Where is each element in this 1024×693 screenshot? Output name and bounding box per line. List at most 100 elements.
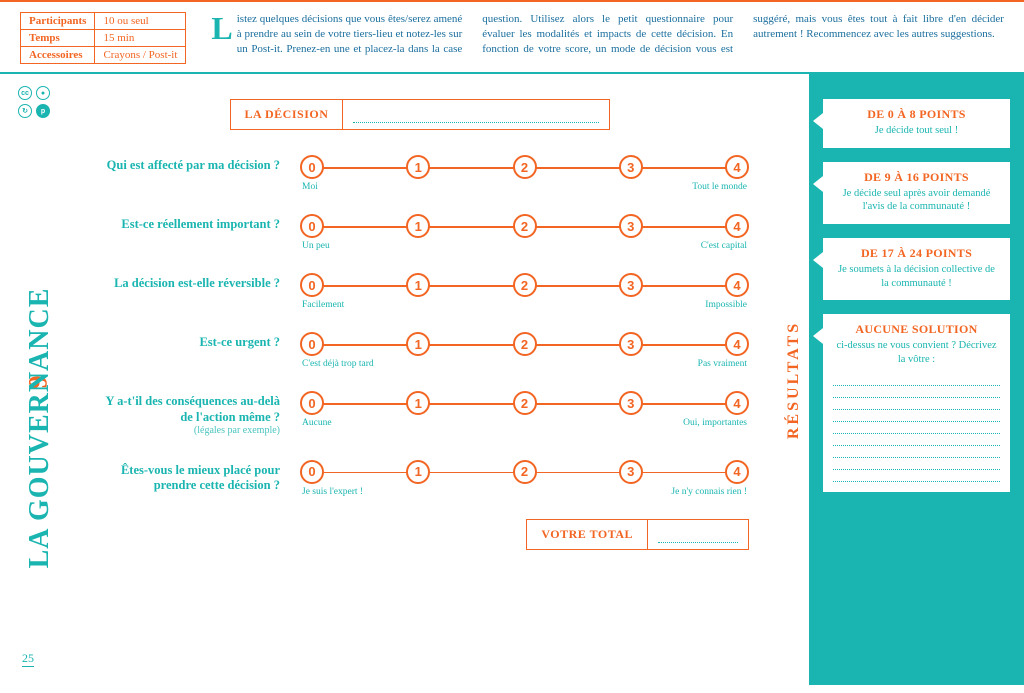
- question-row: Y a-t'il des conséquences au-delà de l'a…: [90, 391, 749, 438]
- main: cc ● ↻ p 9 LA GOUVERNANCE 25 LA DÉCISION…: [0, 74, 1024, 685]
- scale-low: Moi: [302, 182, 318, 192]
- meta-table: Participants10 ou seulTemps15 minAccesso…: [20, 12, 186, 64]
- scale-high: C'est capital: [701, 241, 747, 251]
- license-icons: cc ● ↻ p: [18, 86, 62, 118]
- total-box: VOTRE TOTAL: [526, 519, 749, 550]
- question-row: Est-ce urgent ? 0 1 2 3 4 C'est déjà trop tard…: [90, 332, 749, 369]
- question-label: Est-ce réellement important ?: [90, 214, 280, 233]
- scale-tick[interactable]: 0: [300, 332, 324, 356]
- scale-low: Un peu: [302, 241, 330, 251]
- results-panel: DE 0 À 8 POINTS Je décide tout seul ! DE 9…: [809, 74, 1024, 685]
- cc-icon: cc: [18, 86, 32, 100]
- dropcap: L: [211, 14, 232, 42]
- scale-low: C'est déjà trop tard: [302, 359, 374, 369]
- scale: 0 1 2 3 4 Je suis l'expert ! Je n'y connais ri…: [300, 460, 749, 497]
- scale-high: Pas vraiment: [698, 359, 747, 369]
- write-line[interactable]: [833, 410, 1000, 422]
- scale-tick[interactable]: 0: [300, 155, 324, 179]
- scale-low: Facilement: [302, 300, 344, 310]
- scale: 0 1 2 3 4 Facilement Impossible: [300, 273, 749, 310]
- scale-tick[interactable]: 0: [300, 460, 324, 484]
- scale-high: Tout le monde: [692, 182, 747, 192]
- scale-high: Oui, importantes: [683, 418, 747, 428]
- question-label: La décision est-elle réversible ?: [90, 273, 280, 292]
- question-row: Qui est affecté par ma décision ? 0 1 2 3 4 Mo…: [90, 155, 749, 192]
- write-line[interactable]: [833, 446, 1000, 458]
- meta-key: Participants: [21, 13, 95, 30]
- result-text: Je décide tout seul !: [833, 124, 1000, 138]
- meta-val: 15 min: [95, 30, 186, 47]
- scale-low: Aucune: [302, 418, 332, 428]
- scale-tick[interactable]: 2: [513, 460, 537, 484]
- custom-solution-box: AUCUNE SOLUTION ci-dessus ne vous convien…: [823, 314, 1010, 492]
- scale-tick[interactable]: 2: [513, 273, 537, 297]
- decision-box: LA DÉCISION: [230, 99, 610, 130]
- side-title: cc ● ↻ p 9 LA GOUVERNANCE 25: [0, 74, 80, 685]
- scale-high: Impossible: [705, 300, 747, 310]
- scale-tick[interactable]: 4: [725, 273, 749, 297]
- result-box: DE 0 À 8 POINTS Je décide tout seul !: [823, 99, 1010, 148]
- scale-high: Je n'y connais rien !: [671, 487, 747, 497]
- question-row: Est-ce réellement important ? 0 1 2 3 4 Un peu…: [90, 214, 749, 251]
- scale-tick[interactable]: 1: [406, 273, 430, 297]
- question-label: Qui est affecté par ma décision ?: [90, 155, 280, 174]
- scale: 0 1 2 3 4 C'est déjà trop tard Pas vraiment: [300, 332, 749, 369]
- result-box: DE 9 À 16 POINTSJe décide seul après avo…: [823, 162, 1010, 224]
- section-title: LA GOUVERNANCE: [24, 288, 56, 569]
- custom-text: ci-dessus ne vous convient ? Décrivez la…: [833, 339, 1000, 366]
- result-box: DE 17 À 24 POINTSJe soumets à la décisio…: [823, 238, 1010, 300]
- result-title: DE 0 À 8 POINTS: [833, 107, 1000, 122]
- question-label: Êtes-vous le mieux placé pour prendre ce…: [90, 460, 280, 494]
- scale-tick[interactable]: 1: [406, 391, 430, 415]
- scale-tick[interactable]: 2: [513, 332, 537, 356]
- scale-tick[interactable]: 2: [513, 391, 537, 415]
- scale-tick[interactable]: 4: [725, 155, 749, 179]
- scale-tick[interactable]: 3: [619, 332, 643, 356]
- scale-tick[interactable]: 0: [300, 273, 324, 297]
- scale-tick[interactable]: 3: [619, 273, 643, 297]
- scale-tick[interactable]: 1: [406, 155, 430, 179]
- scale-low: Je suis l'expert !: [302, 487, 363, 497]
- pop-icon: p: [36, 104, 50, 118]
- scale-tick[interactable]: 0: [300, 391, 324, 415]
- write-line[interactable]: [833, 422, 1000, 434]
- results-label-col: RÉSULTATS: [779, 74, 809, 685]
- scale-tick[interactable]: 3: [619, 391, 643, 415]
- scale-tick[interactable]: 4: [725, 214, 749, 238]
- scale-tick[interactable]: 3: [619, 214, 643, 238]
- question-rows: Qui est affecté par ma décision ? 0 1 2 3 4 Mo…: [90, 155, 749, 497]
- scale-tick[interactable]: 1: [406, 460, 430, 484]
- scale-tick[interactable]: 0: [300, 214, 324, 238]
- write-line[interactable]: [833, 458, 1000, 470]
- scale-tick[interactable]: 1: [406, 332, 430, 356]
- scale-tick[interactable]: 3: [619, 155, 643, 179]
- decision-field[interactable]: [353, 108, 598, 123]
- question-row: Êtes-vous le mieux placé pour prendre ce…: [90, 460, 749, 497]
- result-text: Je décide seul après avoir demandé l'avi…: [833, 187, 1000, 214]
- question-label: Est-ce urgent ?: [90, 332, 280, 351]
- meta-key: Accessoires: [21, 47, 95, 64]
- scale-tick[interactable]: 4: [725, 332, 749, 356]
- write-line[interactable]: [833, 374, 1000, 386]
- scale-tick[interactable]: 2: [513, 214, 537, 238]
- header: Participants10 ou seulTemps15 minAccesso…: [0, 2, 1024, 72]
- page-number: 25: [22, 651, 34, 667]
- write-line[interactable]: [833, 434, 1000, 446]
- sa-icon: ↻: [18, 104, 32, 118]
- write-line[interactable]: [833, 398, 1000, 410]
- scale-tick[interactable]: 3: [619, 460, 643, 484]
- scale-tick[interactable]: 2: [513, 155, 537, 179]
- scale-tick[interactable]: 4: [725, 460, 749, 484]
- total-field[interactable]: [658, 528, 738, 543]
- meta-key: Temps: [21, 30, 95, 47]
- scale-tick[interactable]: 1: [406, 214, 430, 238]
- result-text: Je soumets à la décision collective de l…: [833, 263, 1000, 290]
- custom-title: AUCUNE SOLUTION: [833, 322, 1000, 337]
- write-line[interactable]: [833, 386, 1000, 398]
- meta-val: 10 ou seul: [95, 13, 186, 30]
- write-line[interactable]: [833, 470, 1000, 482]
- intro-body: istez quelques décisions que vous êtes/s…: [237, 13, 1004, 55]
- scale-tick[interactable]: 4: [725, 391, 749, 415]
- meta-val: Crayons / Post-it: [95, 47, 186, 64]
- scale: 0 1 2 3 4 Moi Tout le monde: [300, 155, 749, 192]
